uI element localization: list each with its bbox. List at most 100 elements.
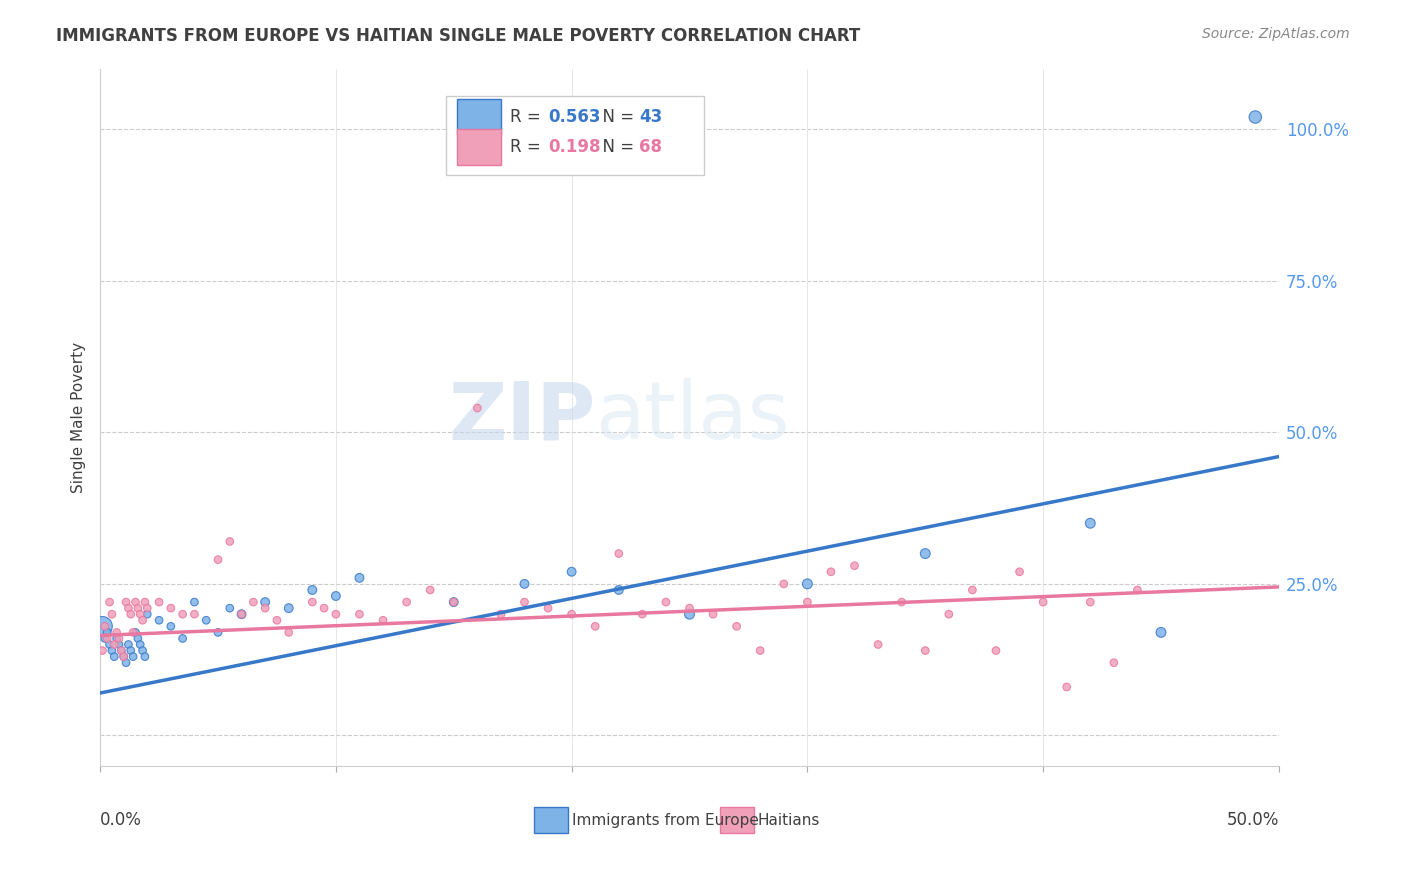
Point bbox=[984, 643, 1007, 657]
Point bbox=[124, 595, 146, 609]
Point bbox=[1126, 582, 1149, 597]
Text: Immigrants from Europe: Immigrants from Europe bbox=[572, 813, 758, 828]
Text: 0.198: 0.198 bbox=[548, 138, 600, 156]
Text: 43: 43 bbox=[638, 108, 662, 126]
Point bbox=[325, 607, 347, 622]
Point bbox=[631, 607, 654, 622]
Point bbox=[583, 619, 606, 633]
Point bbox=[207, 625, 229, 640]
Point bbox=[1244, 110, 1267, 124]
Text: Source: ZipAtlas.com: Source: ZipAtlas.com bbox=[1202, 27, 1350, 41]
Point bbox=[254, 595, 277, 609]
Text: 0.563: 0.563 bbox=[548, 108, 600, 126]
Point bbox=[419, 582, 441, 597]
Point bbox=[1032, 595, 1054, 609]
Point bbox=[110, 643, 132, 657]
Point bbox=[820, 565, 842, 579]
Point bbox=[868, 638, 890, 652]
FancyBboxPatch shape bbox=[534, 807, 568, 833]
Point bbox=[489, 607, 512, 622]
Point bbox=[148, 595, 170, 609]
Point bbox=[277, 625, 299, 640]
Text: IMMIGRANTS FROM EUROPE VS HAITIAN SINGLE MALE POVERTY CORRELATION CHART: IMMIGRANTS FROM EUROPE VS HAITIAN SINGLE… bbox=[56, 27, 860, 45]
Text: 50.0%: 50.0% bbox=[1226, 811, 1279, 829]
Point bbox=[465, 401, 488, 415]
Point bbox=[172, 607, 194, 622]
Point bbox=[96, 632, 118, 646]
Point bbox=[136, 601, 159, 615]
Point bbox=[561, 607, 583, 622]
Point bbox=[844, 558, 866, 573]
Point bbox=[218, 601, 240, 615]
Point bbox=[231, 607, 253, 622]
Point bbox=[98, 638, 121, 652]
Point bbox=[207, 552, 229, 566]
Point bbox=[607, 582, 630, 597]
Point bbox=[349, 571, 371, 585]
Text: ZIP: ZIP bbox=[449, 378, 595, 456]
Text: N =: N = bbox=[592, 138, 640, 156]
Point bbox=[890, 595, 912, 609]
Point bbox=[148, 613, 170, 627]
Point bbox=[108, 638, 131, 652]
Point bbox=[962, 582, 984, 597]
Point bbox=[772, 577, 794, 591]
Point bbox=[218, 534, 240, 549]
Point bbox=[129, 607, 152, 622]
Point bbox=[112, 649, 135, 664]
Point bbox=[607, 547, 630, 561]
Point bbox=[1102, 656, 1125, 670]
Point bbox=[314, 601, 336, 615]
Point bbox=[301, 595, 323, 609]
Point bbox=[131, 643, 153, 657]
Point bbox=[91, 619, 114, 633]
Point bbox=[117, 601, 139, 615]
Point bbox=[108, 632, 131, 646]
Point bbox=[195, 613, 218, 627]
Point bbox=[122, 649, 145, 664]
Point bbox=[1078, 516, 1101, 531]
Point bbox=[1008, 565, 1031, 579]
Point bbox=[115, 595, 138, 609]
Point bbox=[129, 638, 152, 652]
Point bbox=[105, 625, 128, 640]
Text: R =: R = bbox=[510, 108, 547, 126]
Point bbox=[371, 613, 394, 627]
Point bbox=[98, 595, 121, 609]
Point bbox=[94, 619, 117, 633]
Point bbox=[914, 547, 936, 561]
Point bbox=[702, 607, 724, 622]
Point bbox=[325, 589, 347, 603]
Text: Haitians: Haitians bbox=[758, 813, 820, 828]
Point bbox=[796, 595, 818, 609]
Point bbox=[96, 625, 118, 640]
Point bbox=[183, 607, 205, 622]
Text: 0.0%: 0.0% bbox=[100, 811, 142, 829]
Point bbox=[136, 607, 159, 622]
Point bbox=[101, 607, 124, 622]
Point bbox=[1078, 595, 1101, 609]
Point bbox=[115, 656, 138, 670]
Point bbox=[134, 595, 156, 609]
Point bbox=[91, 643, 114, 657]
Point bbox=[117, 638, 139, 652]
FancyBboxPatch shape bbox=[720, 807, 755, 833]
Point bbox=[513, 577, 536, 591]
Point bbox=[101, 643, 124, 657]
Point bbox=[725, 619, 748, 633]
Point bbox=[561, 565, 583, 579]
Point bbox=[796, 577, 818, 591]
Text: R =: R = bbox=[510, 138, 547, 156]
Point bbox=[301, 582, 323, 597]
Point bbox=[513, 595, 536, 609]
Point bbox=[127, 632, 149, 646]
Point bbox=[277, 601, 299, 615]
Text: 68: 68 bbox=[638, 138, 662, 156]
Point bbox=[127, 601, 149, 615]
Point bbox=[110, 643, 132, 657]
Point bbox=[678, 601, 700, 615]
Point bbox=[172, 632, 194, 646]
Y-axis label: Single Male Poverty: Single Male Poverty bbox=[72, 342, 86, 492]
Point bbox=[266, 613, 288, 627]
Point bbox=[1150, 625, 1173, 640]
